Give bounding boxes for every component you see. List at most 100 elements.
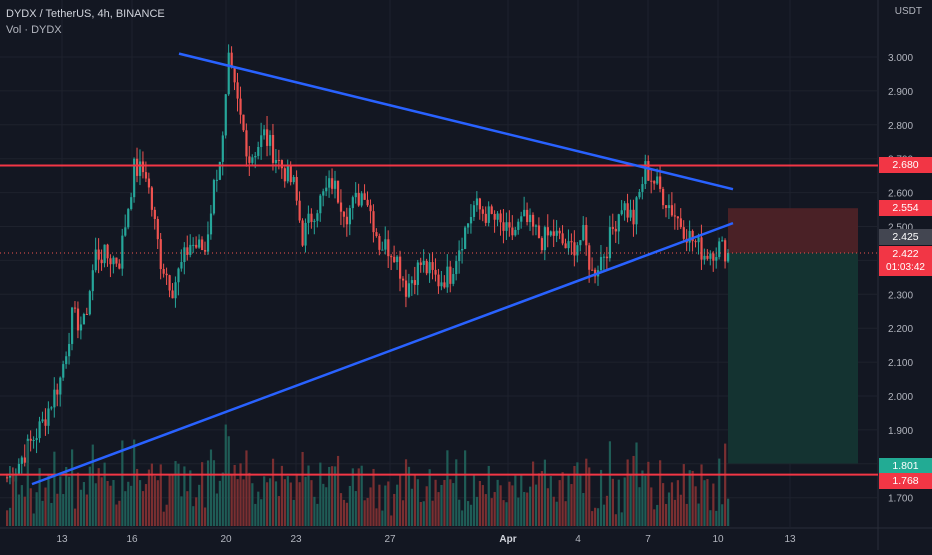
candle-body <box>697 237 700 243</box>
candle-body <box>375 232 378 237</box>
volume-bar <box>390 515 393 526</box>
candle-body <box>8 475 12 478</box>
volume-bar <box>691 470 694 526</box>
volume-bar <box>534 484 538 526</box>
candle-body <box>68 343 71 357</box>
volume-bar <box>177 463 180 526</box>
volume-bar <box>570 484 573 526</box>
volume-bar <box>334 466 337 526</box>
volume-bar <box>106 480 109 526</box>
candle-body <box>484 213 487 223</box>
candle-body <box>579 240 582 246</box>
volume-bar <box>354 491 357 526</box>
volume-bar <box>449 479 452 526</box>
candle-body <box>688 230 691 243</box>
symbol-title[interactable]: DYDX / TetherUS, 4h, BINANCE <box>6 8 165 20</box>
volume-bar <box>644 475 647 526</box>
x-tick-label: 7 <box>645 534 651 545</box>
volume-bar <box>289 482 292 526</box>
volume-bar <box>475 496 479 526</box>
candle-body <box>245 130 248 157</box>
volume-indicator-label[interactable]: Vol · DYDX <box>6 24 62 36</box>
candle-body <box>608 227 612 259</box>
volume-bar <box>156 480 159 526</box>
volume-bar <box>183 466 186 526</box>
volume-bar <box>517 497 520 526</box>
candle-body <box>602 256 606 258</box>
candle-body <box>508 222 511 228</box>
candle-body <box>455 261 458 275</box>
volume-bar <box>186 491 189 526</box>
volume-bar <box>41 500 44 526</box>
volume-bar <box>443 479 446 526</box>
volume-bar <box>342 499 346 526</box>
candle-body <box>614 228 617 232</box>
candle-body <box>71 307 74 344</box>
candle-body <box>546 227 549 236</box>
volume-bar <box>38 468 41 526</box>
candle-body <box>496 213 499 220</box>
volume-bar <box>71 449 74 526</box>
volume-bar <box>348 485 351 526</box>
y-tick-label: 2.200 <box>888 324 913 335</box>
volume-bar <box>537 473 541 526</box>
candle-body <box>147 178 151 188</box>
candle-body <box>458 250 461 262</box>
candle-body <box>325 187 328 192</box>
volume-bar <box>520 474 523 526</box>
candle-body <box>656 176 659 184</box>
volume-bar <box>404 459 408 526</box>
volume-bar <box>428 469 431 526</box>
x-tick-label: 4 <box>575 534 581 545</box>
candle-body <box>153 209 156 220</box>
candle-body <box>505 222 508 231</box>
volume-bar <box>638 487 641 526</box>
candle-body <box>88 291 91 315</box>
candle-body <box>115 257 118 264</box>
x-tick-label: 23 <box>290 534 302 545</box>
volume-bar <box>407 466 411 526</box>
volume-bar <box>591 511 594 526</box>
volume-bar <box>440 484 443 526</box>
candle-body <box>206 234 210 252</box>
candle-body <box>641 184 644 192</box>
volume-bar <box>257 491 260 526</box>
volume-bar <box>703 480 706 526</box>
volume-bar <box>431 500 434 526</box>
volume-bar <box>138 480 142 526</box>
volume-bar <box>174 461 177 526</box>
volume-bar <box>697 503 700 526</box>
volume-bar <box>685 503 688 526</box>
volume-bar <box>201 462 204 526</box>
volume-bar <box>670 482 674 526</box>
volume-bar <box>369 487 372 526</box>
candle-body <box>452 274 455 284</box>
candle-body <box>694 241 697 243</box>
candle-body <box>472 205 476 217</box>
candle-body <box>109 258 112 265</box>
volume-bar <box>331 466 334 526</box>
candle-body <box>174 282 177 299</box>
volume-bar <box>136 468 139 526</box>
candle-body <box>32 440 35 442</box>
candle-body <box>138 161 142 176</box>
volume-bar <box>26 440 29 526</box>
volume-bar <box>189 470 192 526</box>
volume-bar <box>599 469 603 526</box>
volume-bar <box>14 473 18 526</box>
volume-bar <box>641 470 644 526</box>
volume-bar <box>180 496 183 526</box>
volume-bar <box>682 464 685 526</box>
candle-body <box>357 192 360 206</box>
volume-bar <box>251 483 254 526</box>
volume-bar <box>351 468 354 526</box>
volume-bar <box>508 481 511 526</box>
volume-bar <box>526 492 529 526</box>
volume-bar <box>345 502 349 526</box>
candle-body <box>407 283 411 297</box>
candle-body <box>165 273 168 276</box>
candle-body <box>653 181 656 184</box>
candle-body <box>298 200 301 221</box>
